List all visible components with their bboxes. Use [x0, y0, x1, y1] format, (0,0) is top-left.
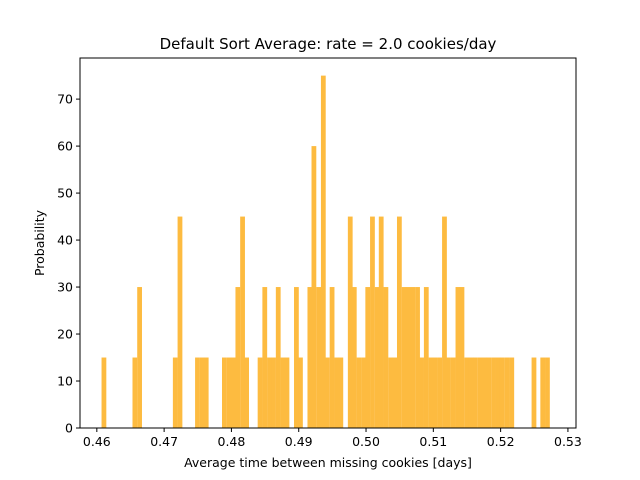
histogram-bar	[405, 287, 411, 428]
histogram-bar	[195, 357, 200, 428]
histogram-bar	[271, 357, 276, 428]
histogram-bar	[378, 216, 384, 428]
y-tick-label: 30	[57, 280, 73, 295]
histogram-bar	[267, 357, 272, 428]
bars-group	[101, 75, 550, 428]
y-tick-label: 50	[57, 186, 73, 201]
x-tick-label: 0.48	[218, 434, 246, 449]
histogram-bar	[495, 357, 501, 428]
histogram-bar	[280, 357, 286, 428]
histogram-bar	[499, 357, 505, 428]
histogram-bar	[468, 357, 474, 428]
chart-title: Default Sort Average: rate = 2.0 cookies…	[160, 35, 497, 53]
histogram-bar	[172, 357, 178, 428]
histogram-bar	[374, 287, 380, 428]
histogram-bar	[132, 357, 138, 428]
histogram-bar	[473, 357, 478, 428]
x-tick-label: 0.53	[554, 434, 582, 449]
histogram-bar	[230, 357, 236, 428]
histogram-bar	[351, 287, 357, 428]
histogram-bar	[459, 287, 465, 428]
histogram-bar	[396, 216, 402, 428]
y-tick-label: 60	[57, 139, 73, 154]
histogram-bar	[432, 357, 438, 428]
histogram-bar	[356, 357, 362, 428]
x-axis-label: Average time between missing cookies [da…	[184, 455, 472, 470]
histogram-bar	[329, 287, 335, 428]
histogram-bar	[298, 357, 303, 428]
x-tick-label: 0.51	[419, 434, 447, 449]
histogram-bar	[442, 216, 447, 428]
y-tick-label: 10	[57, 374, 73, 389]
x-tick-label: 0.47	[150, 434, 178, 449]
histogram-bar	[137, 287, 142, 428]
histogram-bar	[257, 357, 263, 428]
histogram-bar	[199, 357, 205, 428]
histogram-bar	[477, 357, 483, 428]
x-tick-label: 0.52	[487, 434, 515, 449]
histogram-bar	[383, 287, 389, 428]
histogram-bar	[203, 357, 209, 428]
histogram-bar	[307, 287, 313, 428]
histogram-bar	[491, 357, 496, 428]
y-tick-label: 40	[57, 233, 73, 248]
x-tick-label: 0.49	[285, 434, 313, 449]
histogram-bar	[361, 357, 367, 428]
histogram-bar	[244, 357, 249, 428]
histogram-bar	[419, 357, 424, 428]
y-axis-ticks: 0 10 20 30 40 50 60 70	[57, 92, 80, 436]
histogram-bar	[222, 357, 227, 428]
histogram-bar	[464, 357, 470, 428]
histogram-bar	[324, 357, 330, 428]
histogram-bar	[226, 357, 232, 428]
histogram-bar	[423, 287, 429, 428]
x-tick-label: 0.46	[83, 434, 111, 449]
histogram-bar	[284, 357, 290, 428]
histogram-bar	[486, 357, 492, 428]
y-tick-label: 20	[57, 327, 73, 342]
histogram-bar	[101, 357, 107, 428]
histogram-bar	[365, 287, 371, 428]
histogram-bar	[262, 287, 268, 428]
histogram-bar	[316, 287, 322, 428]
histogram-bar	[320, 75, 326, 428]
histogram-bar	[392, 357, 398, 428]
histogram-bar	[410, 287, 416, 428]
histogram-bar	[482, 357, 488, 428]
histogram-bar	[437, 357, 443, 428]
histogram-bar	[545, 357, 550, 428]
histogram-bar	[275, 287, 281, 428]
histogram-bar	[428, 357, 434, 428]
x-axis-ticks: 0.46 0.47 0.48 0.49 0.50 0.51 0.52 0.53	[83, 428, 582, 449]
histogram-bar	[338, 357, 344, 428]
histogram-bar	[294, 287, 299, 428]
histogram-bar	[401, 287, 407, 428]
histogram-bar	[334, 357, 340, 428]
histogram-bar	[455, 287, 461, 428]
histogram-bar	[240, 216, 245, 428]
histogram-bar	[415, 287, 420, 428]
histogram-bar	[388, 357, 394, 428]
y-axis-label: Probability	[32, 209, 47, 276]
histogram-bar	[509, 357, 515, 428]
histogram-bar	[450, 357, 456, 428]
histogram-bar	[446, 357, 451, 428]
histogram-bar	[311, 146, 317, 428]
y-tick-label: 70	[57, 92, 73, 107]
x-tick-label: 0.50	[352, 434, 380, 449]
histogram-bar	[531, 357, 537, 428]
plot-frame	[79, 57, 577, 429]
histogram-bar	[177, 216, 183, 428]
histogram-bar	[235, 287, 241, 428]
histogram-bar	[540, 357, 546, 428]
histogram-bar	[504, 357, 510, 428]
histogram-bar	[370, 216, 375, 428]
histogram-bar	[347, 216, 353, 428]
y-tick-label: 0	[65, 421, 73, 436]
